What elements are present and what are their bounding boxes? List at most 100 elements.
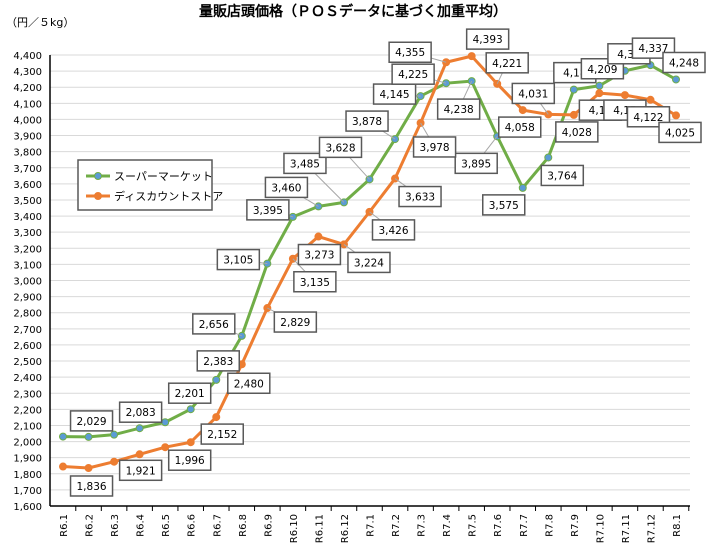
x-tick-label: R7.12: [646, 514, 657, 543]
data-label: 2,152: [207, 429, 237, 441]
data-label: 3,978: [420, 142, 450, 154]
data-point: [135, 424, 144, 433]
x-tick-label: R6.9: [263, 514, 274, 537]
data-label-box: [118, 459, 163, 482]
data-label: 4,025: [665, 127, 695, 139]
legend-label: スーパーマーケット: [114, 170, 213, 183]
x-tick-label: R7.5: [468, 514, 479, 537]
data-point: [646, 95, 655, 104]
data-label: 2,383: [203, 356, 233, 368]
data-point: [212, 375, 221, 384]
data-label: 1,836: [77, 481, 107, 493]
y-tick-label: 3,700: [13, 164, 42, 175]
data-label: 4,238: [444, 104, 474, 116]
data-label-box: [347, 251, 391, 274]
data-label-box: [118, 401, 163, 423]
data-label-box: [69, 475, 114, 497]
y-tick-label: 4,100: [13, 99, 42, 110]
y-tick-label: 2,300: [13, 389, 42, 400]
x-tick-label: R7.9: [570, 514, 581, 537]
x-tick-label: R6.12: [340, 514, 351, 543]
data-label: 3,895: [461, 158, 491, 170]
data-label-box: [196, 350, 240, 372]
data-label: 3,105: [223, 255, 253, 267]
x-tick-label: R6.1: [59, 514, 70, 537]
y-tick-label: 2,500: [13, 357, 42, 368]
x-tick-label: R7.1: [366, 514, 377, 537]
data-label: 3,485: [290, 158, 320, 170]
data-label-box: [454, 152, 498, 175]
data-label: 2,656: [199, 319, 229, 331]
y-tick-label: 3,000: [13, 277, 42, 288]
y-tick-label: 4,200: [13, 83, 42, 94]
data-label: 2,083: [126, 407, 156, 419]
data-label: 3,878: [352, 116, 382, 128]
y-tick-label: 2,100: [13, 421, 42, 432]
x-tick-label: R6.8: [238, 514, 249, 537]
data-label: 4,221: [492, 58, 522, 70]
data-point: [186, 438, 195, 447]
data-point: [620, 91, 629, 100]
data-point: [161, 443, 170, 452]
x-tick-label: R6.4: [136, 514, 147, 537]
data-label-box: [227, 372, 271, 395]
chart-title: 量販店頭価格（ＰＯＳデータに基づく加重平均）: [199, 4, 507, 20]
data-label: 3,395: [253, 205, 283, 217]
data-label-box: [412, 136, 457, 158]
data-label: 4,337: [638, 43, 668, 55]
data-label-box: [465, 28, 510, 50]
data-label-box: [167, 449, 212, 471]
data-label: 3,764: [547, 170, 577, 182]
data-label: 4,248: [669, 57, 699, 69]
data-label: 4,355: [395, 47, 425, 59]
data-label-box: [658, 121, 702, 144]
y-tick-label: 2,600: [13, 341, 42, 352]
data-label: 3,460: [271, 182, 301, 194]
x-tick-label: R8.1: [672, 514, 683, 537]
data-point: [161, 418, 170, 427]
data-label: 2,029: [77, 416, 107, 428]
data-label-box: [318, 136, 363, 159]
data-label-box: [371, 219, 416, 241]
data-point: [595, 81, 604, 90]
x-tick-label: R7.8: [544, 514, 555, 537]
data-label-box: [192, 313, 236, 335]
data-label-box: [264, 176, 309, 199]
x-tick-label: R7.3: [417, 514, 428, 537]
data-label: 4,058: [505, 122, 535, 134]
y-tick-label: 4,300: [13, 67, 42, 78]
data-label: 4,225: [398, 69, 428, 81]
data-point: [110, 457, 119, 466]
y-tick-label: 3,100: [13, 260, 42, 271]
y-tick-label: 3,900: [13, 132, 42, 143]
y-tick-label: 3,800: [13, 148, 42, 159]
y-axis-unit-label: （円／５kg）: [6, 16, 75, 29]
y-tick-label: 1,900: [13, 454, 42, 465]
data-label-box: [69, 410, 114, 432]
data-label: 3,426: [378, 225, 408, 237]
x-tick-label: R6.5: [161, 514, 172, 537]
data-label-box: [388, 41, 432, 63]
x-tick-label: R7.6: [493, 514, 504, 537]
data-label: 1,996: [175, 455, 205, 467]
data-point: [59, 432, 67, 441]
data-label: 3,633: [405, 192, 435, 204]
legend-label: ディスカウントストア: [114, 189, 223, 203]
data-label: 3,224: [354, 257, 384, 269]
y-tick-label: 3,200: [13, 244, 42, 255]
data-label-box: [662, 51, 706, 74]
data-label-box: [345, 110, 389, 132]
data-label-box: [391, 63, 435, 85]
data-point: [84, 432, 93, 441]
data-label: 3,575: [489, 200, 519, 212]
x-tick-label: R6.11: [314, 514, 325, 543]
data-label-box: [498, 116, 542, 138]
y-tick-label: 3,500: [13, 196, 42, 207]
x-tick-label: R6.7: [212, 514, 223, 537]
data-point: [212, 413, 221, 422]
data-point: [59, 462, 67, 471]
x-tick-label: R7.2: [391, 514, 402, 537]
y-tick-label: 1,800: [13, 470, 42, 481]
data-label-box: [297, 243, 342, 266]
